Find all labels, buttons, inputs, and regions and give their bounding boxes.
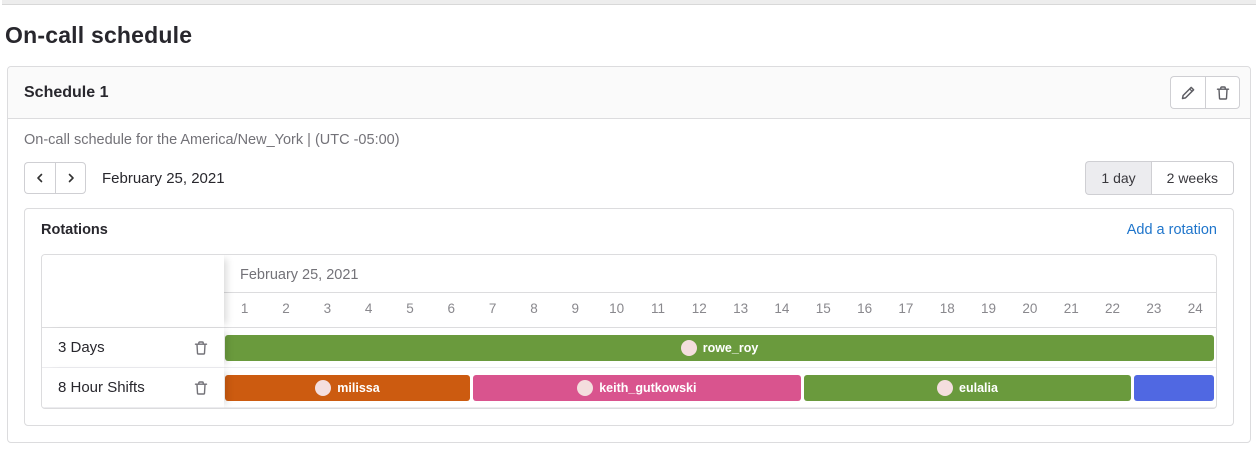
hour-label: 19 [981, 301, 997, 316]
timeline-header-label-spacer [42, 255, 224, 328]
assignee-chip: keith_gutkowski [577, 380, 696, 396]
assignee-name: keith_gutkowski [599, 381, 697, 395]
next-day-button[interactable] [55, 162, 86, 194]
hour-label: 17 [898, 301, 914, 316]
schedule-card-body: On-call schedule for the America/New_Yor… [8, 119, 1250, 442]
pencil-icon [1180, 85, 1196, 101]
hour-label: 1 [240, 301, 249, 316]
hour-label: 4 [364, 301, 373, 316]
rotation-label-cell: 8 Hour Shifts [42, 368, 224, 408]
assignee-avatar [680, 340, 697, 356]
hour-label: 5 [406, 301, 414, 316]
rotations-header: Rotations Add a rotation [25, 209, 1233, 251]
assignee-avatar [577, 380, 594, 396]
assignee-avatar [315, 380, 332, 396]
trash-icon [193, 380, 209, 396]
hour-label: 12 [691, 301, 707, 316]
hour-labels: 1 2 3 4 5 6 7 8 9 10 11 12 13 14 15 16 17 18 19 20 21 22 23 24 [224, 293, 1216, 324]
delete-rotation-button[interactable] [191, 338, 211, 358]
schedule-title: Schedule 1 [24, 83, 109, 101]
shift-segment: rowe_roy [225, 335, 1214, 361]
timeline-header-row: February 25, 2021 1 2 3 4 5 6 7 8 9 10 11 12 13 14 15 1… [42, 255, 1216, 328]
previous-day-button[interactable] [24, 162, 55, 194]
hour-label: 13 [733, 301, 749, 316]
hour-label: 2 [282, 301, 290, 316]
assignee-name: milissa [337, 381, 380, 395]
hour-label: 18 [939, 301, 955, 316]
assignee-name: rowe_roy [702, 341, 759, 355]
assignee-avatar [937, 380, 954, 396]
chevron-left-icon [34, 172, 46, 184]
view-toggle-2-weeks[interactable]: 2 weeks [1150, 161, 1234, 195]
hour-label: 14 [774, 301, 790, 316]
timeline-header: February 25, 2021 1 2 3 4 5 6 7 8 9 10 11 12 13 14 15 1… [224, 255, 1216, 328]
timeline-date-header: February 25, 2021 [224, 255, 1216, 293]
shift-segment: keith_gutkowski [473, 375, 801, 401]
shift-segment [1134, 375, 1214, 401]
rotation-name: 8 Hour Shifts [58, 379, 145, 396]
rotation-row: 3 Days rowe_roy [42, 328, 1216, 368]
hour-label: 3 [323, 301, 332, 316]
hour-label: 23 [1146, 301, 1162, 316]
page-title: On-call schedule [5, 22, 193, 48]
hour-label: 8 [530, 301, 538, 316]
rotation-name: 3 Days [58, 339, 105, 356]
current-date-label: February 25, 2021 [102, 169, 225, 187]
shift-segment: milissa [225, 375, 470, 401]
assignee-chip: milissa [315, 380, 380, 396]
hour-label: 20 [1022, 301, 1038, 316]
rotations-timeline-chart: February 25, 2021 1 2 3 4 5 6 7 8 9 10 11 12 13 14 15 1… [41, 254, 1217, 409]
rotation-rows: 3 Days rowe_roy 8 Hour Shifts milissa keith_… [42, 328, 1216, 408]
schedule-card: Schedule 1 On-call schedule for the Amer… [7, 66, 1251, 443]
view-toggle: 1 day 2 weeks [1085, 161, 1234, 195]
assignee-chip: rowe_roy [680, 340, 759, 356]
hour-label: 16 [857, 301, 873, 316]
chevron-right-icon [65, 172, 77, 184]
rotations-title: Rotations [41, 222, 108, 238]
timezone-text: On-call schedule for the America/New_Yor… [24, 132, 400, 148]
edit-schedule-button[interactable] [1170, 76, 1205, 109]
rotation-row: 8 Hour Shifts milissa keith_gutkowski eulal… [42, 368, 1216, 408]
trash-icon [193, 340, 209, 356]
schedule-actions [1170, 76, 1240, 109]
hour-label: 10 [609, 301, 625, 316]
top-divider-strip [2, 0, 1256, 5]
view-toggle-1-day[interactable]: 1 day [1085, 161, 1151, 195]
trash-icon [1215, 85, 1231, 101]
hour-label: 21 [1063, 301, 1079, 316]
schedule-card-header: Schedule 1 [8, 67, 1250, 119]
rotation-lane: milissa keith_gutkowski eulalia [224, 368, 1216, 408]
assignee-chip: eulalia [937, 380, 998, 396]
delete-rotation-button[interactable] [191, 378, 211, 398]
date-nav-buttons [24, 162, 86, 194]
hour-label: 6 [447, 301, 456, 316]
delete-schedule-button[interactable] [1205, 76, 1240, 109]
hour-label: 11 [650, 301, 665, 316]
assignee-name: eulalia [959, 381, 998, 395]
hour-label: 9 [571, 301, 580, 316]
hour-label: 24 [1187, 301, 1203, 316]
date-navigation-row: February 25, 2021 1 day 2 weeks [24, 161, 1234, 195]
rotation-lane: rowe_roy [224, 328, 1216, 368]
add-rotation-link[interactable]: Add a rotation [1126, 222, 1217, 238]
hour-label: 7 [488, 301, 497, 316]
rotations-panel: Rotations Add a rotation February 25, 20… [24, 208, 1234, 426]
hour-label: 15 [815, 301, 831, 316]
shift-segment: eulalia [803, 375, 1132, 401]
hour-label: 22 [1105, 301, 1121, 316]
rotation-label-cell: 3 Days [42, 328, 224, 368]
